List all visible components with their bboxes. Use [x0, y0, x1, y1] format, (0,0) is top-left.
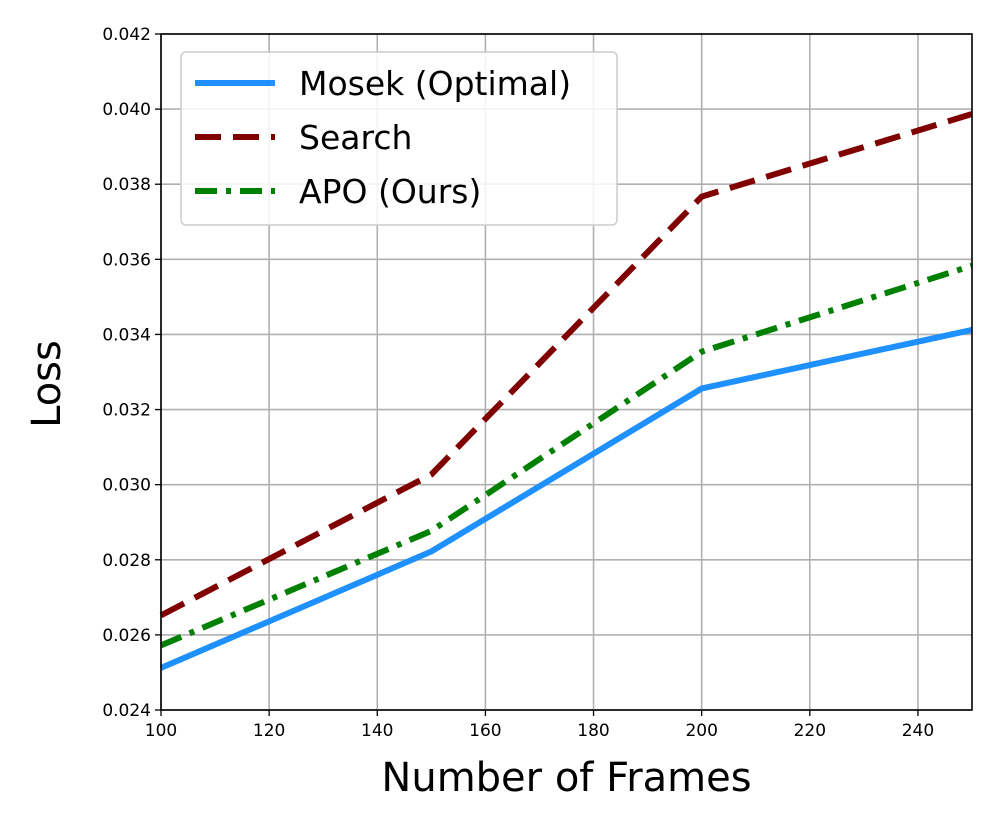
- x-tick-label: 100: [145, 721, 177, 741]
- axis-ticks: 100 120 140 160 180 200 220 240 0.024 0.026 0.028 0…: [102, 25, 934, 741]
- x-axis-title: Number of Frames: [381, 755, 751, 801]
- x-tick-label: 160: [469, 721, 501, 741]
- x-tick-label: 140: [361, 721, 393, 741]
- series-line-2: [159, 111, 973, 619]
- series-line-1: [159, 326, 973, 671]
- y-tick-label: 0.028: [102, 551, 151, 571]
- y-tick-label: 0.038: [102, 175, 151, 195]
- series-lines: [159, 111, 973, 671]
- y-tick-label: 0.040: [102, 100, 151, 120]
- legend-label-1: Mosek (Optimal): [299, 64, 571, 103]
- plot-area-frame: [160, 33, 973, 711]
- legend-box: [180, 51, 618, 226]
- legend-label-2: Search: [299, 118, 412, 157]
- x-tick-label: 220: [794, 721, 826, 741]
- x-tick-label: 200: [685, 721, 717, 741]
- x-tick-label: 120: [253, 721, 285, 741]
- y-tick-label: 0.024: [102, 701, 151, 721]
- y-tick-label: 0.030: [102, 476, 151, 496]
- legend-label-3: APO (Ours): [299, 172, 481, 211]
- legend: Mosek (Optimal) Search APO (Ours): [180, 51, 618, 226]
- y-tick-label: 0.036: [102, 250, 151, 270]
- y-tick-label: 0.032: [102, 401, 151, 421]
- series-line-3: [159, 262, 973, 649]
- y-tick-label: 0.042: [102, 25, 151, 45]
- x-tick-label: 180: [577, 721, 609, 741]
- y-tick-label: 0.026: [102, 626, 151, 646]
- x-tick-label: 240: [902, 721, 934, 741]
- y-tick-label: 0.034: [102, 325, 151, 345]
- y-axis-title: Loss: [24, 340, 70, 428]
